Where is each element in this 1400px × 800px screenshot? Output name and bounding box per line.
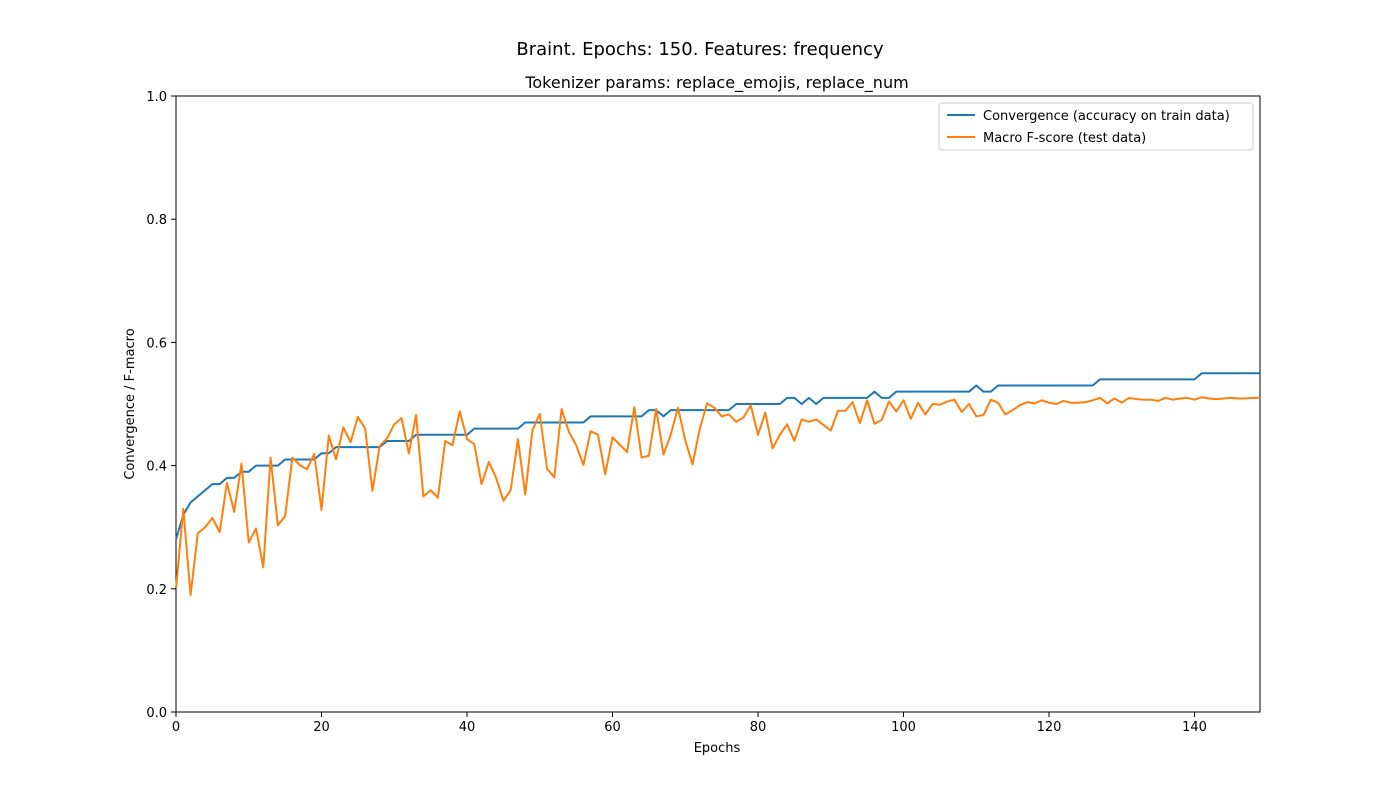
plot-area	[175, 95, 1261, 713]
series-layer	[175, 372, 1260, 596]
y-axis: 0.0 0.2 0.4 0.6 0.8 1.0	[146, 90, 176, 721]
y-tick-label: 0.0	[146, 706, 167, 721]
legend: Convergence (accuracy on train data) Macr…	[938, 102, 1254, 151]
legend-label-2: Macro F-score (test data)	[983, 131, 1146, 146]
x-axis: 0 20 40 60 80 100 120 140	[172, 712, 1207, 735]
x-tick-label: 20	[313, 720, 330, 735]
y-tick-label: 1.0	[146, 90, 167, 105]
x-tick-label: 60	[604, 720, 621, 735]
x-tick-label: 40	[459, 720, 476, 735]
x-axis-label: Epochs	[694, 741, 741, 756]
y-axis-label: Convergence / F-macro	[123, 328, 138, 479]
x-tick-label: 80	[750, 720, 767, 735]
x-tick-label: 120	[1037, 720, 1062, 735]
series-line-1	[175, 372, 1260, 540]
x-tick-label: 140	[1182, 720, 1207, 735]
series-line-2	[175, 396, 1260, 596]
plot-frame	[175, 95, 1261, 713]
y-tick-label: 0.8	[146, 213, 167, 228]
chart-subtitle: Tokenizer params: replace_emojis, replac…	[524, 73, 908, 93]
legend-label-1: Convergence (accuracy on train data)	[983, 109, 1230, 124]
x-tick-label: 100	[891, 720, 916, 735]
x-tick-label: 0	[172, 720, 180, 735]
chart-title: Braint. Epochs: 150. Features: frequency	[516, 39, 884, 60]
legend-box	[938, 102, 1254, 151]
y-tick-label: 0.6	[146, 336, 167, 351]
y-tick-label: 0.4	[146, 460, 167, 475]
y-tick-label: 0.2	[146, 583, 167, 598]
